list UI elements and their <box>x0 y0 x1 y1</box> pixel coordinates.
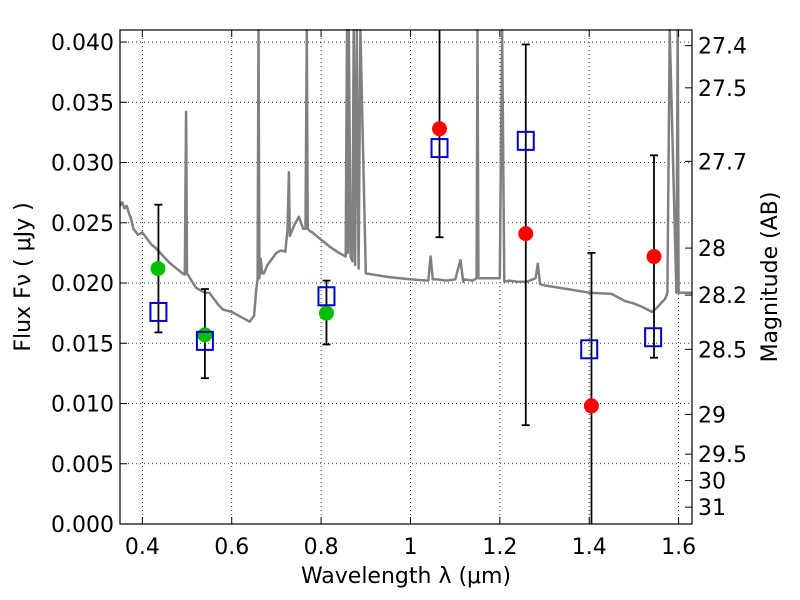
x-tick-label-2: 0.8 <box>304 535 339 560</box>
x-tick-label-3: 1 <box>403 535 417 560</box>
y-tick-label-5: 0.025 <box>51 212 114 237</box>
y2-tick-label-5: 28.5 <box>698 338 747 363</box>
y2-tick-label-4: 28.2 <box>698 284 747 309</box>
y-tick-label-6: 0.030 <box>51 152 114 177</box>
x-tick-label-1: 0.6 <box>214 535 249 560</box>
y-tick-label-7: 0.035 <box>51 91 114 116</box>
x-tick-label-4: 1.2 <box>482 535 517 560</box>
blue-square-6 <box>644 327 663 348</box>
y2-tick-label-3: 28 <box>698 237 726 262</box>
red-point-3 <box>646 249 662 265</box>
y-tick-label-3: 0.015 <box>51 332 114 357</box>
y2-tick-label-6: 29 <box>698 403 726 428</box>
grid <box>120 30 692 525</box>
y2-tick-label-0: 27.4 <box>698 35 747 60</box>
blue-square-0 <box>149 301 168 322</box>
x-tick-label-0: 0.4 <box>125 535 160 560</box>
y2-tick-label-1: 27.5 <box>698 77 747 102</box>
y2-tick-label-9: 31 <box>698 496 726 521</box>
y2-tick-label-2: 27.7 <box>698 150 747 175</box>
green-point-2 <box>318 305 334 321</box>
y-tick-label-8: 0.040 <box>51 31 114 56</box>
red-point-1 <box>518 226 534 242</box>
y2-tick-label-7: 29.5 <box>698 443 747 468</box>
red-point-0 <box>432 121 448 137</box>
plot-frame <box>119 29 693 525</box>
x-axis-title: Wavelength λ (μm) <box>301 564 511 589</box>
blue-square-3 <box>430 138 449 159</box>
red-point-2 <box>583 398 599 414</box>
y2-tick-label-8: 30 <box>698 470 726 495</box>
blue-square-1 <box>195 330 214 351</box>
axis-ticks: 0.4 0.6 0.8 1 1.2 1.4 1.6 0.000 0.005 0.010 0.015 0… <box>51 30 747 560</box>
template-line <box>118 28 692 323</box>
error-bars <box>154 30 659 524</box>
green-point-0 <box>150 261 166 277</box>
y-axis-title: Flux Fν ( μJy ) <box>11 202 36 351</box>
green-point-1 <box>197 327 213 343</box>
data-points <box>149 121 663 414</box>
y-tick-label-0: 0.000 <box>51 513 114 538</box>
template-spectrum <box>118 28 692 323</box>
blue-square-2 <box>317 286 336 307</box>
blue-square-5 <box>580 339 599 360</box>
x-tick-label-6: 1.6 <box>661 535 696 560</box>
y-tick-label-2: 0.010 <box>51 393 114 418</box>
blue-square-4 <box>516 130 535 151</box>
x-tick-label-5: 1.4 <box>572 535 607 560</box>
y2-axis-title: Magnitude (AB) <box>758 192 783 363</box>
y-tick-label-4: 0.020 <box>51 272 114 297</box>
y-tick-label-1: 0.005 <box>51 453 114 478</box>
